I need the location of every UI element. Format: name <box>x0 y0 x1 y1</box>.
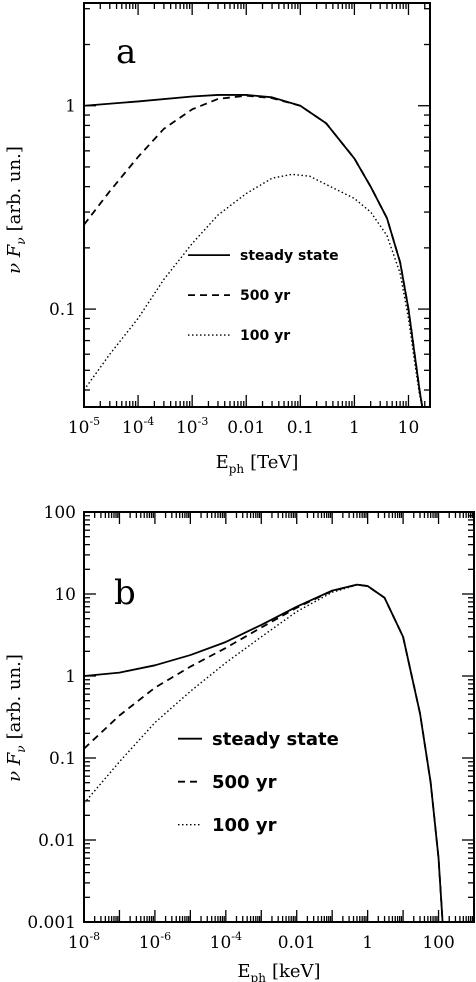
x-axis-title: Eph [TeV] <box>216 452 299 476</box>
plot-frame <box>83 511 475 923</box>
legend-label: steady state <box>240 248 339 264</box>
plot-frame <box>83 2 431 408</box>
x-axis-title: Eph [keV] <box>237 961 320 982</box>
x-tick-label: 10-6 <box>139 930 171 953</box>
legend-label: 100 yr <box>212 815 277 836</box>
y-tick-label: 1 <box>65 97 76 117</box>
series-line-dotted <box>84 173 423 407</box>
panel-b: 10-8 10-6 10-4 0.01 1 100 0.001 0.01 0.1 1 10 100 Ep… <box>4 503 475 982</box>
svg-text:ν Fν[arb. un.]: ν Fν[arb. un.] <box>4 654 28 782</box>
panel-label: a <box>116 32 136 72</box>
y-axis-title: ν Fν[arb. un.] <box>4 146 28 274</box>
x-tick-label: 10-3 <box>176 415 208 438</box>
x-tick-label: 0.1 <box>287 418 314 438</box>
y-tick-label: 0.1 <box>49 300 76 320</box>
legend-label: 500 yr <box>212 772 277 793</box>
series-line-solid <box>84 583 444 922</box>
panel-label: b <box>114 573 136 613</box>
legend-label: 500 yr <box>240 288 290 304</box>
y-tick-label: 0.1 <box>49 749 76 769</box>
y-axis-title: ν Fν[arb. un.] <box>4 654 28 782</box>
legend-label: steady state <box>212 729 339 750</box>
x-tick-label: 10-4 <box>210 930 242 953</box>
y-tick-label: 10 <box>54 585 76 605</box>
legend: steady state 500 yr 100 yr <box>188 248 339 344</box>
legend: steady state 500 yr 100 yr <box>178 729 339 836</box>
y-tick-label: 0.01 <box>38 831 76 851</box>
x-tick-label: 10-5 <box>68 415 100 438</box>
svg-text:ν Fν[arb. un.]: ν Fν[arb. un.] <box>4 146 28 274</box>
axis-ticks <box>83 511 475 923</box>
x-tick-label: 0.01 <box>227 418 265 438</box>
y-tick-label: 1 <box>65 667 76 687</box>
axis-ticks <box>83 3 430 407</box>
x-tick-label: 1 <box>362 933 373 953</box>
x-tick-label: 10-8 <box>68 930 100 953</box>
x-tick-label: 0.01 <box>278 933 316 953</box>
y-tick-label: 0.001 <box>27 913 76 933</box>
series-line-dashed <box>84 94 424 407</box>
x-tick-label: 10-4 <box>122 415 154 438</box>
y-tick-label: 100 <box>44 503 76 523</box>
series-line-dashed <box>84 583 444 922</box>
series-line-dotted <box>84 584 444 922</box>
x-tick-label: 10 <box>398 418 420 438</box>
x-tick-label: 1 <box>349 418 360 438</box>
panel-a: 10-5 10-4 10-3 0.01 0.1 1 10 0.1 1 Eph [TeV] ν Fν[a… <box>4 2 431 476</box>
legend-label: 100 yr <box>240 328 290 344</box>
x-tick-label: 100 <box>422 933 454 953</box>
